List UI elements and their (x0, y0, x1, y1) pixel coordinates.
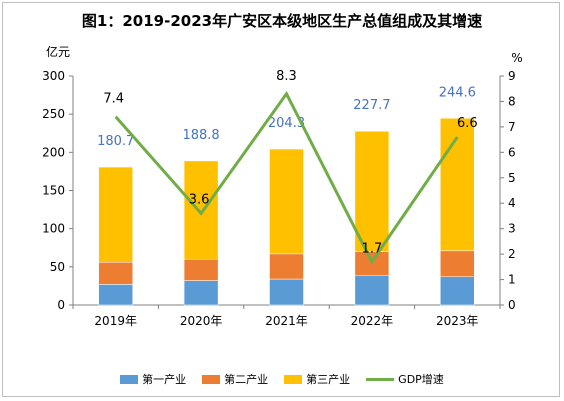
legend-swatch-tertiary (284, 374, 303, 384)
gdp-growth-line (114, 90, 459, 265)
y-left-tick-label: 300 (42, 69, 65, 83)
y-left-tick-label: 250 (42, 107, 65, 121)
bar-total-label: 204.3 (268, 116, 305, 131)
bar-total-label: 180.7 (97, 134, 134, 149)
gdp-growth-label: 8.3 (276, 69, 297, 84)
y-left-tick-label: 200 (42, 145, 65, 159)
y-right-tick-label: 8 (508, 94, 516, 108)
legend-item-gdp-growth: GDP增速 (366, 371, 444, 387)
bar-segment-tertiary (269, 148, 304, 255)
y-left-tick-label: 50 (50, 260, 65, 274)
legend-label-primary: 第一产业 (142, 373, 187, 386)
y-right-tick-label: 1 (508, 273, 516, 287)
x-tick-label: 2020年 (180, 314, 223, 328)
bar-total-label: 227.7 (353, 98, 390, 113)
legend-item-tertiary: 第三产业 (284, 371, 350, 387)
y-right-tick-label: 9 (508, 69, 516, 83)
y-right-tick-label: 3 (508, 222, 516, 236)
y-right-tick-label: 5 (508, 171, 516, 185)
bar-segment-secondary (183, 258, 219, 281)
bar-segment-tertiary (440, 118, 475, 252)
x-tick-label: 2023年 (436, 314, 479, 328)
legend-item-primary: 第一产业 (120, 371, 186, 387)
y-right-tick-label: 0 (508, 298, 516, 312)
legend-swatch-secondary (202, 374, 221, 384)
gdp-growth-label: 7.4 (103, 92, 124, 107)
gdp-growth-label: 6.6 (457, 116, 478, 131)
bar-segment-secondary (440, 250, 475, 278)
chart-title: 图1：2019-2023年广安区本级地区生产总值组成及其增速 (81, 12, 483, 30)
bar-segment-secondary (269, 253, 304, 280)
legend-label-tertiary: 第三产业 (306, 373, 351, 386)
bar-segment-primary (183, 280, 219, 306)
bar-segment-tertiary (98, 166, 133, 263)
y-right-tick-label: 7 (508, 120, 516, 134)
legend-label-secondary: 第二产业 (224, 373, 269, 386)
y-right-tick-label: 2 (508, 247, 516, 261)
bar-total-label: 244.6 (439, 85, 476, 100)
y-left-unit-label: 亿元 (46, 44, 70, 59)
legend-swatch-gdp-growth (366, 377, 395, 381)
y-right-unit-label: % (511, 51, 522, 65)
bar-segment-primary (98, 284, 133, 306)
gdp-growth-label: 1.7 (362, 242, 383, 257)
y-left-tick-label: 150 (42, 184, 65, 198)
bar-total-label: 188.8 (182, 128, 219, 143)
x-tick-label: 2021年 (265, 314, 308, 328)
bar-segment-tertiary (183, 160, 219, 260)
bar-segment-primary (269, 278, 304, 306)
bar-segment-tertiary (354, 130, 390, 252)
y-right-tick-label: 4 (508, 196, 516, 210)
x-tick-label: 2019年 (94, 314, 137, 328)
bar-segment-secondary (98, 262, 133, 285)
y-right-tick-label: 6 (508, 145, 516, 159)
chart-legend: 第一产业 第二产业 第三产业 GDP增速 (0, 371, 564, 387)
y-left-tick-label: 0 (57, 298, 65, 312)
gdp-growth-label: 3.6 (189, 192, 210, 207)
bar-segment-primary (354, 274, 390, 306)
y-left-tick-label: 100 (42, 222, 65, 236)
bar-segment-primary (440, 276, 475, 306)
legend-label-gdp-growth: GDP增速 (398, 373, 444, 386)
legend-item-secondary: 第二产业 (202, 371, 268, 387)
legend-swatch-primary (120, 374, 139, 384)
x-tick-label: 2022年 (351, 314, 394, 328)
